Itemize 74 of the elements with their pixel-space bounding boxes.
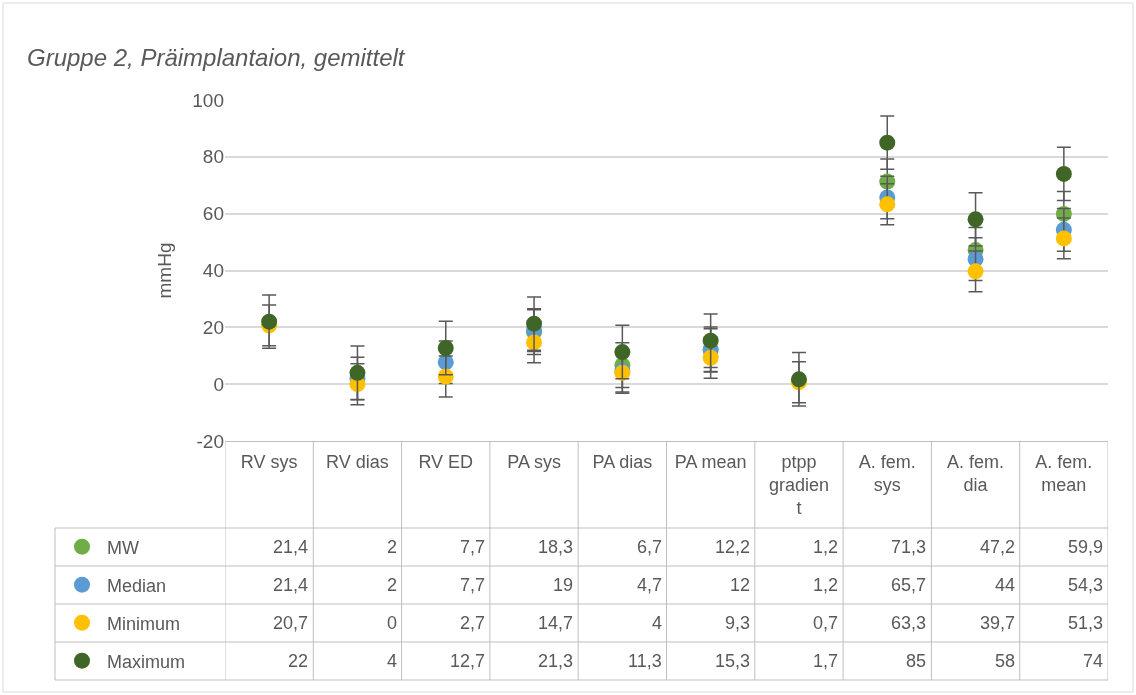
x-tick-label: ptpp gradient — [768, 451, 829, 519]
text: 21,4 — [273, 575, 309, 595]
data-label: 18,3 — [538, 537, 574, 557]
data-label: 44 — [995, 575, 1016, 595]
point — [1055, 165, 1072, 182]
point — [967, 263, 984, 280]
data-label: 6,7 — [637, 537, 663, 557]
x-tick-label: RV sys — [240, 451, 298, 472]
chart-title: Gruppe 2, Präimplantaion, gemittelt — [27, 44, 406, 72]
y-tick-label: 100 — [192, 89, 224, 111]
data-label: 65,7 — [891, 575, 927, 595]
x-tick-label: PA dias — [592, 451, 653, 472]
y-tick-label: -20 — [196, 430, 224, 452]
data-label: 85 — [906, 651, 927, 671]
text: 1,2 — [813, 575, 839, 595]
data-label: 4 — [652, 613, 663, 633]
data-label: 4,7 — [637, 575, 663, 595]
y-tick-label: 40 — [202, 260, 224, 282]
data-label: 12 — [730, 575, 751, 595]
y-tick-label: 0 — [213, 373, 224, 395]
text: 21,4 — [273, 537, 309, 557]
data-label: 21,3 — [538, 651, 574, 671]
data-label: 63,3 — [891, 613, 927, 633]
data-label: 0 — [387, 613, 398, 633]
data-label: 74 — [1083, 651, 1104, 671]
x-tick-label: A. fem. dia — [947, 451, 1005, 495]
data-label: 15,3 — [715, 651, 751, 671]
data-label: 59,9 — [1068, 537, 1104, 557]
data-label: 7,7 — [460, 575, 486, 595]
point — [526, 315, 543, 332]
text: 7,7 — [460, 537, 486, 557]
y-tick-label: 60 — [202, 203, 224, 225]
data-label: 20,7 — [273, 613, 309, 633]
data-label: 1,7 — [813, 651, 839, 671]
data-label: 4 — [387, 651, 398, 671]
legend-label: Minimum — [107, 613, 181, 634]
data-label: 14,7 — [538, 613, 574, 633]
point — [349, 364, 366, 381]
data-label: 71,3 — [891, 537, 927, 557]
text: 1,2 — [813, 537, 839, 557]
data-label: 58 — [995, 651, 1016, 671]
legend-label: MW — [107, 537, 139, 558]
legend-label: Median — [107, 575, 167, 596]
y-axis-title: mmHg — [154, 242, 176, 299]
x-tick-label: A. fem. sys — [858, 451, 916, 495]
data-label: 39,7 — [980, 613, 1016, 633]
data-label: 9,3 — [725, 613, 751, 633]
point — [879, 134, 896, 151]
point — [1055, 230, 1072, 247]
x-tick-label: RV ED — [418, 451, 474, 472]
x-tick-label: RV dias — [326, 451, 389, 472]
data-label: 12,7 — [450, 651, 486, 671]
point — [879, 196, 896, 213]
data-label: 2,7 — [460, 613, 486, 633]
x-tick-label: A. fem. mean — [1035, 451, 1093, 495]
y-tick-label: 80 — [202, 146, 224, 168]
data-label: 12,2 — [715, 537, 751, 557]
data-label: 11,3 — [628, 651, 662, 671]
point — [261, 313, 278, 330]
point — [614, 344, 631, 361]
data-label: 19 — [553, 575, 574, 595]
data-label: 0,7 — [813, 613, 839, 633]
x-tick-label: PA mean — [674, 451, 747, 472]
x-tick-label: PA sys — [507, 451, 561, 472]
legend-label: Maximum — [107, 651, 186, 672]
y-tick-label: 20 — [202, 316, 224, 338]
data-label: 51,3 — [1068, 613, 1104, 633]
data-label: 2 — [387, 575, 398, 595]
point — [437, 340, 454, 357]
data-label: 22 — [288, 651, 309, 671]
point — [967, 211, 984, 228]
text: 2 — [387, 537, 398, 557]
data-label: 54,3 — [1068, 575, 1104, 595]
data-label: 47,2 — [980, 537, 1016, 557]
